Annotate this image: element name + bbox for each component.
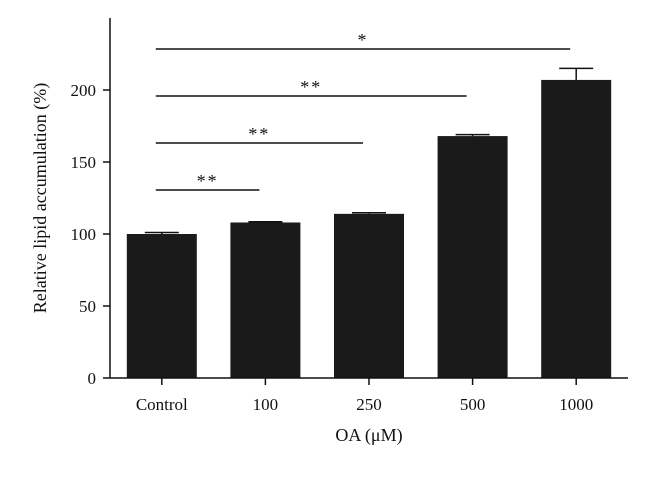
significance-label: ** (300, 77, 322, 97)
significance-label: ** (248, 124, 270, 144)
x-axis-title: OA (μM) (335, 425, 402, 446)
y-tick-label: 150 (71, 153, 97, 172)
y-tick-label: 50 (79, 297, 96, 316)
x-tick-label: 250 (356, 395, 382, 414)
significance-label: * (358, 30, 369, 50)
y-axis-title: Relative lipid accumulation (%) (30, 83, 51, 313)
bar-Control (126, 234, 197, 378)
y-tick-label: 100 (71, 225, 97, 244)
y-tick-label: 0 (88, 369, 97, 388)
x-tick-label: 1000 (559, 395, 593, 414)
x-tick-label: 100 (253, 395, 279, 414)
bar-250 (334, 213, 404, 378)
significance-label: ** (197, 171, 219, 191)
bar-500 (437, 136, 508, 378)
y-ticks: 0 50 100 150 200 (71, 81, 110, 388)
error-bars (144, 67, 594, 234)
bars (126, 79, 612, 379)
y-tick-label: 200 (71, 81, 97, 100)
x-ticks: Control 100 250 500 1000 (136, 378, 593, 414)
bar-100 (230, 222, 301, 378)
bar-1000 (541, 79, 612, 379)
x-tick-label: 500 (460, 395, 486, 414)
significance-annotations: ******* (155, 30, 571, 191)
x-tick-label: Control (136, 395, 188, 414)
